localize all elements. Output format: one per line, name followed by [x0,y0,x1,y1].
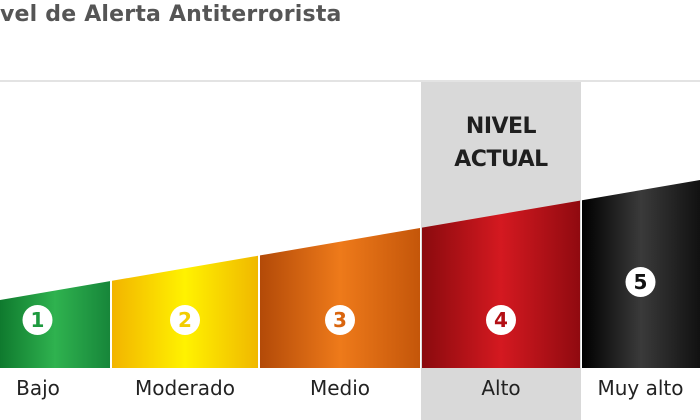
page-title: vel de Alerta Antiterrorista [0,2,342,27]
level-2-badge [170,305,200,335]
level-1-segment [0,281,110,368]
current-level-line2: ACTUAL [454,147,548,172]
level-2-label: Moderado [135,376,235,400]
level-4-label: Alto [481,376,521,400]
level-4-number: 4 [494,308,508,332]
level-2-number: 2 [178,308,192,332]
level-3-segment [260,228,420,368]
level-1-number: 1 [31,308,45,332]
current-level-label: NIVEL ACTUAL [421,110,581,176]
level-3-label: Medio [309,376,371,400]
level-4-badge [486,305,516,335]
level-5-number: 5 [634,270,648,294]
level-1-label: Bajo [16,376,60,400]
level-5-badge [625,267,656,297]
level-4-segment [422,200,580,368]
level-1-badge [22,305,53,335]
title-divider [0,80,700,82]
level-3-number: 3 [333,308,347,332]
current-level-line1: NIVEL [465,114,537,139]
level-3-badge [325,305,355,335]
level-5-label: Muy alto [597,376,684,400]
